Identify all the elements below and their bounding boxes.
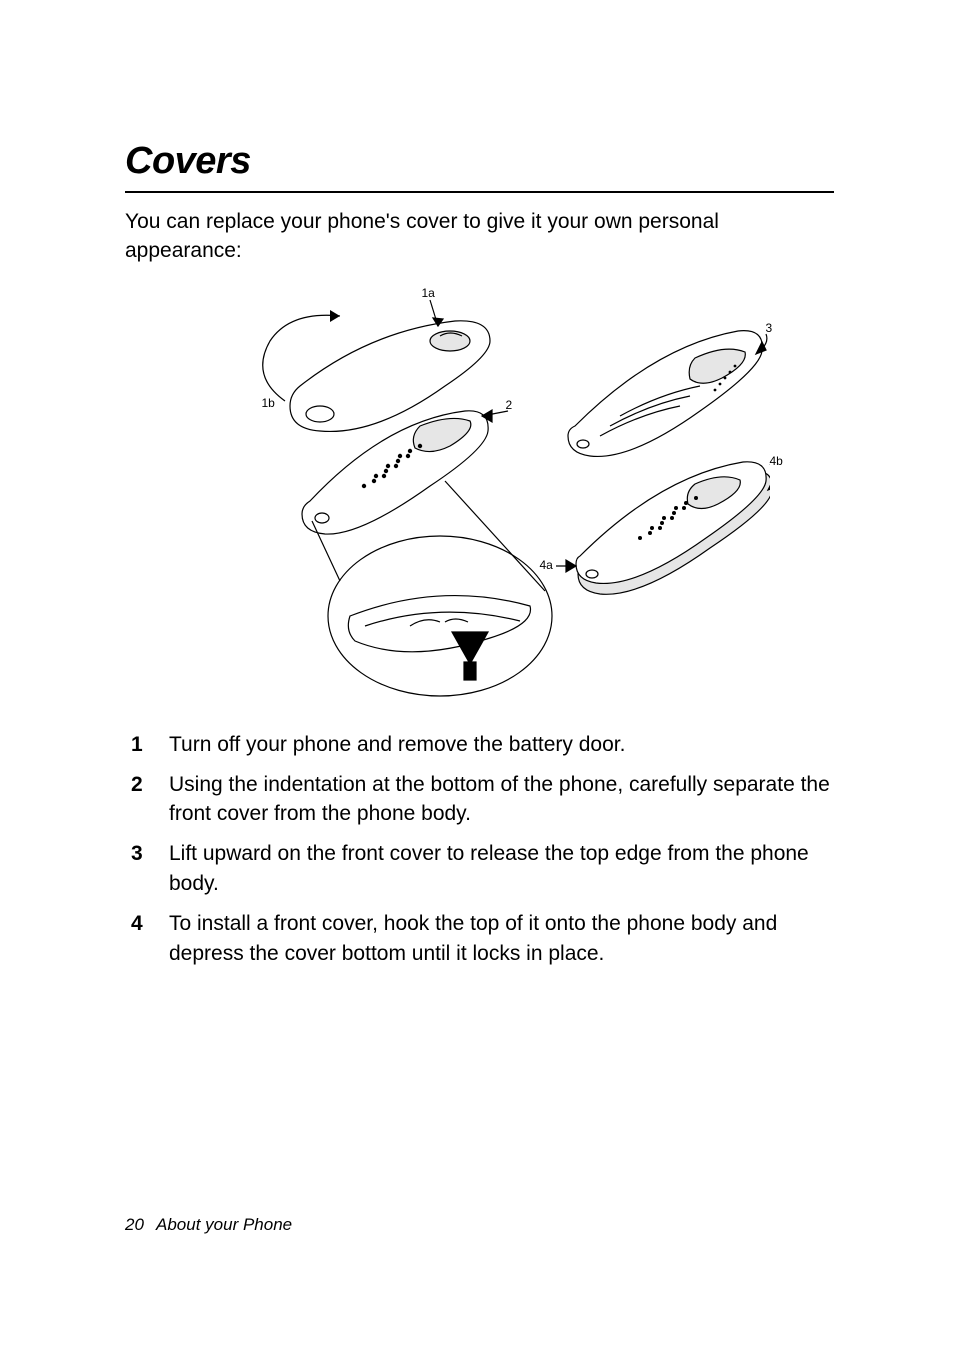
section-title: Covers [125,140,834,183]
title-rule [125,191,834,193]
page-footer: 20 About your Phone [125,1215,292,1235]
page: Covers You can replace your phone's cove… [0,0,954,1345]
diagram-label-2: 2 [506,398,513,412]
phone-cover-illustration [190,286,770,706]
diagram-label-1a: 1a [422,286,435,300]
step-1: Turn off your phone and remove the batte… [125,730,834,760]
diagram-label-4b: 4b [770,454,783,468]
intro-text: You can replace your phone's cover to gi… [125,207,834,266]
footer-section: About your Phone [156,1215,292,1234]
step-3: Lift upward on the front cover to releas… [125,839,834,899]
diagram-label-1b: 1b [262,396,275,410]
instruction-list: Turn off your phone and remove the batte… [125,730,834,969]
diagram-label-4a: 4a [540,558,553,572]
diagram-label-3: 3 [766,321,773,335]
cover-replacement-diagram: 1a 1b 2 3 4a 4b [190,286,770,706]
step-2: Using the indentation at the bottom of t… [125,770,834,830]
step-4: To install a front cover, hook the top o… [125,909,834,969]
page-number: 20 [125,1215,144,1234]
